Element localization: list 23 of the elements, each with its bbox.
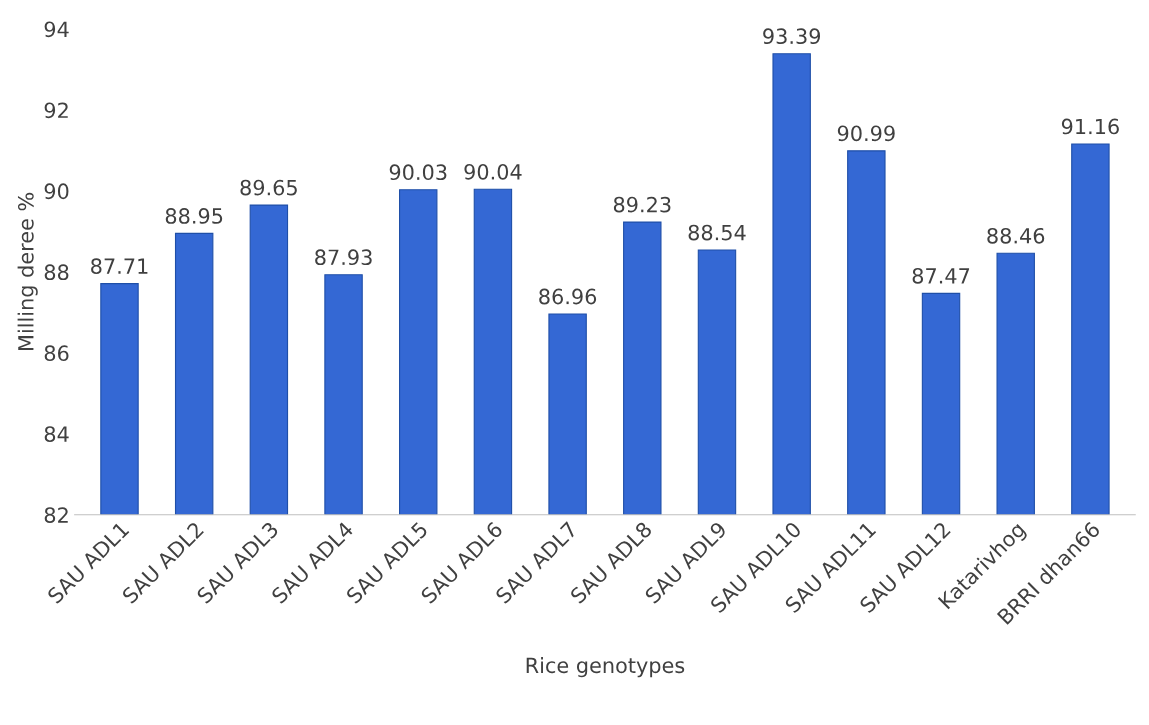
data-label: 87.93 xyxy=(315,249,372,266)
data-label: 90.03 xyxy=(389,164,447,181)
y-tick-label: 90 xyxy=(44,183,69,200)
data-label: 88.54 xyxy=(688,224,746,241)
data-label: 89.65 xyxy=(240,179,297,196)
y-tick-label: 84 xyxy=(44,426,69,442)
y-tick-label: 92 xyxy=(44,102,68,119)
x-axis-title: Rice genotypes xyxy=(526,657,685,678)
data-label: 87.71 xyxy=(91,258,148,275)
data-label: 89.23 xyxy=(613,196,671,213)
data-label: 87.47 xyxy=(912,267,970,284)
data-label: 86.96 xyxy=(539,288,597,305)
y-axis-title: Milling deree % xyxy=(17,192,38,351)
y-tick-label: 86 xyxy=(44,345,69,362)
y-tick-label: 82 xyxy=(44,507,68,523)
data-label: 91.16 xyxy=(1061,118,1119,135)
data-label: 88.46 xyxy=(987,227,1045,244)
data-label: 93.39 xyxy=(763,28,821,45)
y-tick-label: 94 xyxy=(44,21,69,38)
data-label: 90.04 xyxy=(464,163,522,180)
y-tick-label: 88 xyxy=(44,264,69,281)
data-label: 90.99 xyxy=(837,125,895,142)
data-label: 88.95 xyxy=(165,208,223,224)
